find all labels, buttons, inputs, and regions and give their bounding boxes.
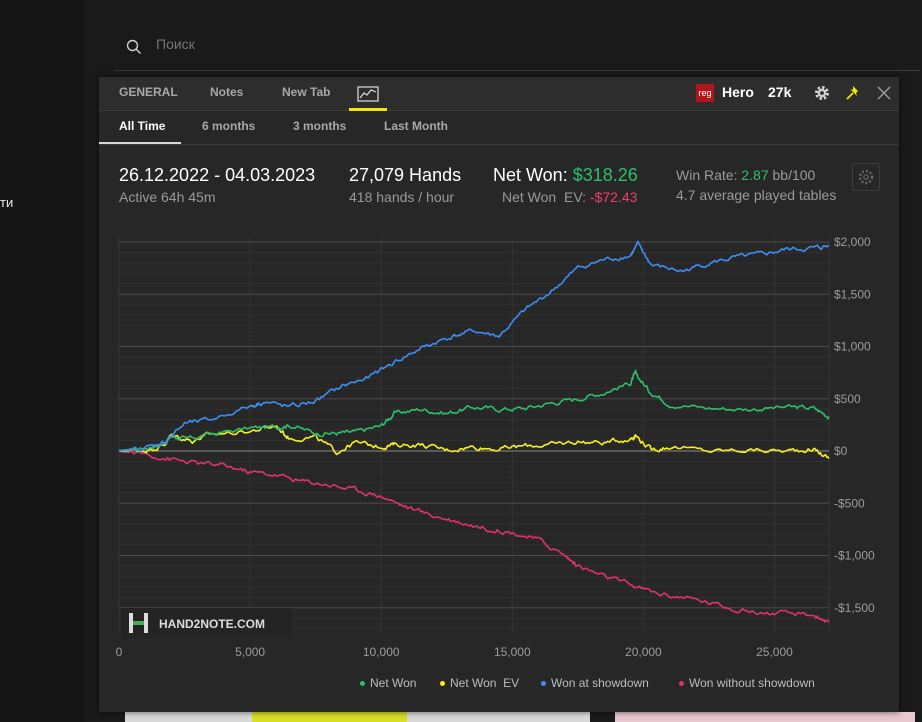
legend-net-won[interactable]: Net Won: [360, 676, 416, 690]
legend-label: Net Won: [370, 676, 417, 690]
chart-settings-button[interactable]: [852, 163, 880, 191]
win-rate: Win Rate: 2.87 bb/100: [676, 167, 815, 183]
hands-per-hour: 418 hands / hour: [349, 189, 455, 205]
tab-general[interactable]: GENERAL: [119, 85, 178, 99]
profit-graph[interactable]: $2,000 $1,500 $1,000 $500 $0 -$500 -$1,000 -$1,…: [99, 222, 899, 662]
active-time: Active 64h 45m: [119, 189, 216, 205]
active-period-indicator: [99, 142, 181, 144]
x-tick-label: 10,000: [363, 645, 400, 659]
player-hands-count: 27k: [768, 84, 792, 100]
hand2note-logo: [129, 613, 148, 633]
y-tick-label: $2,000: [834, 235, 871, 249]
tab-notes[interactable]: Notes: [210, 85, 244, 99]
legend-net-won-ev[interactable]: Net Won EV: [440, 676, 519, 690]
legend-dot: [541, 681, 546, 687]
gear-icon[interactable]: [813, 84, 831, 102]
hud-stats-window: GENERAL Notes New Tab reg Hero 27k All T…: [99, 77, 899, 712]
win-rate-unit: bb/100: [772, 167, 816, 183]
y-tick-label: -$1,000: [834, 549, 875, 563]
net-won: Net Won: $318.26: [493, 165, 638, 186]
x-tick-label: 0: [116, 645, 123, 659]
net-won-ev-value: -$72.43: [589, 189, 638, 205]
y-tick-label: -$500: [834, 496, 865, 510]
watermark-text: HAND2NOTE.COM: [159, 617, 265, 631]
net-won-label: Net Won:: [493, 165, 568, 185]
x-tick-label: 5,000: [235, 645, 265, 659]
net-won-value: $318.26: [572, 165, 638, 185]
legend-won-at-showdown[interactable]: Won at showdown: [541, 676, 649, 690]
hand2note-watermark: HAND2NOTE.COM: [121, 608, 291, 638]
left-sidebar: [0, 0, 84, 722]
tab-new-tab[interactable]: New Tab: [282, 85, 331, 99]
y-tick-label: $500: [834, 392, 861, 406]
window-tab-bar: GENERAL Notes New Tab reg Hero 27k: [99, 77, 899, 111]
y-tick-label: $1,000: [834, 340, 871, 354]
hands-total: 27,079 Hands: [349, 165, 462, 185]
average-tables: 4.7 average played tables: [676, 187, 837, 203]
won-at-showdown-line: [118, 240, 830, 452]
net-won-ev-label: Net Won EV:: [502, 189, 587, 205]
net-won-line: [118, 369, 830, 452]
tab-3-months[interactable]: 3 months: [293, 119, 347, 133]
y-tick-label: $0: [834, 444, 848, 458]
legend-dot: [679, 681, 684, 687]
legend-label: Won at showdown: [551, 676, 649, 690]
x-tick-label: 20,000: [625, 645, 662, 659]
x-tick-label: 25,000: [756, 645, 793, 659]
period-tabs: All Time 6 months 3 months Last Month: [99, 111, 899, 145]
background-content: [0, 712, 922, 722]
tab-graph[interactable]: [349, 81, 387, 111]
net-won-ev: Net Won EV: -$72.43: [502, 189, 637, 205]
win-rate-value: 2.87: [741, 167, 769, 183]
legend-label: Net Won EV: [450, 676, 520, 690]
search-icon: [126, 39, 141, 54]
x-tick-label: 15,000: [494, 645, 531, 659]
pin-icon[interactable]: [844, 84, 862, 102]
legend-dot: [440, 681, 445, 687]
close-icon[interactable]: [875, 84, 893, 102]
win-rate-label: Win Rate:: [676, 167, 738, 183]
sidebar-label[interactable]: ти: [0, 195, 14, 210]
gear-icon: [858, 169, 874, 185]
tab-all-time[interactable]: All Time: [119, 119, 166, 133]
y-tick-label: $1,500: [834, 287, 871, 301]
y-tick-label: -$1,500: [834, 601, 875, 615]
player-type-badge: reg: [696, 84, 714, 102]
search-input[interactable]: [156, 36, 456, 52]
legend-label: Won without showdown: [689, 676, 815, 690]
player-name[interactable]: Hero: [722, 84, 754, 100]
legend-dot: [360, 681, 365, 687]
won-without-showdown-line: [118, 449, 830, 623]
line-chart-icon: [357, 86, 379, 102]
date-range: 26.12.2022 - 04.03.2023: [119, 165, 316, 185]
search-bar[interactable]: [114, 24, 920, 71]
legend-won-without-showdown[interactable]: Won without showdown: [679, 676, 815, 690]
tab-6-months[interactable]: 6 months: [202, 119, 256, 133]
active-tab-indicator: [349, 108, 387, 111]
tab-last-month[interactable]: Last Month: [384, 119, 448, 133]
